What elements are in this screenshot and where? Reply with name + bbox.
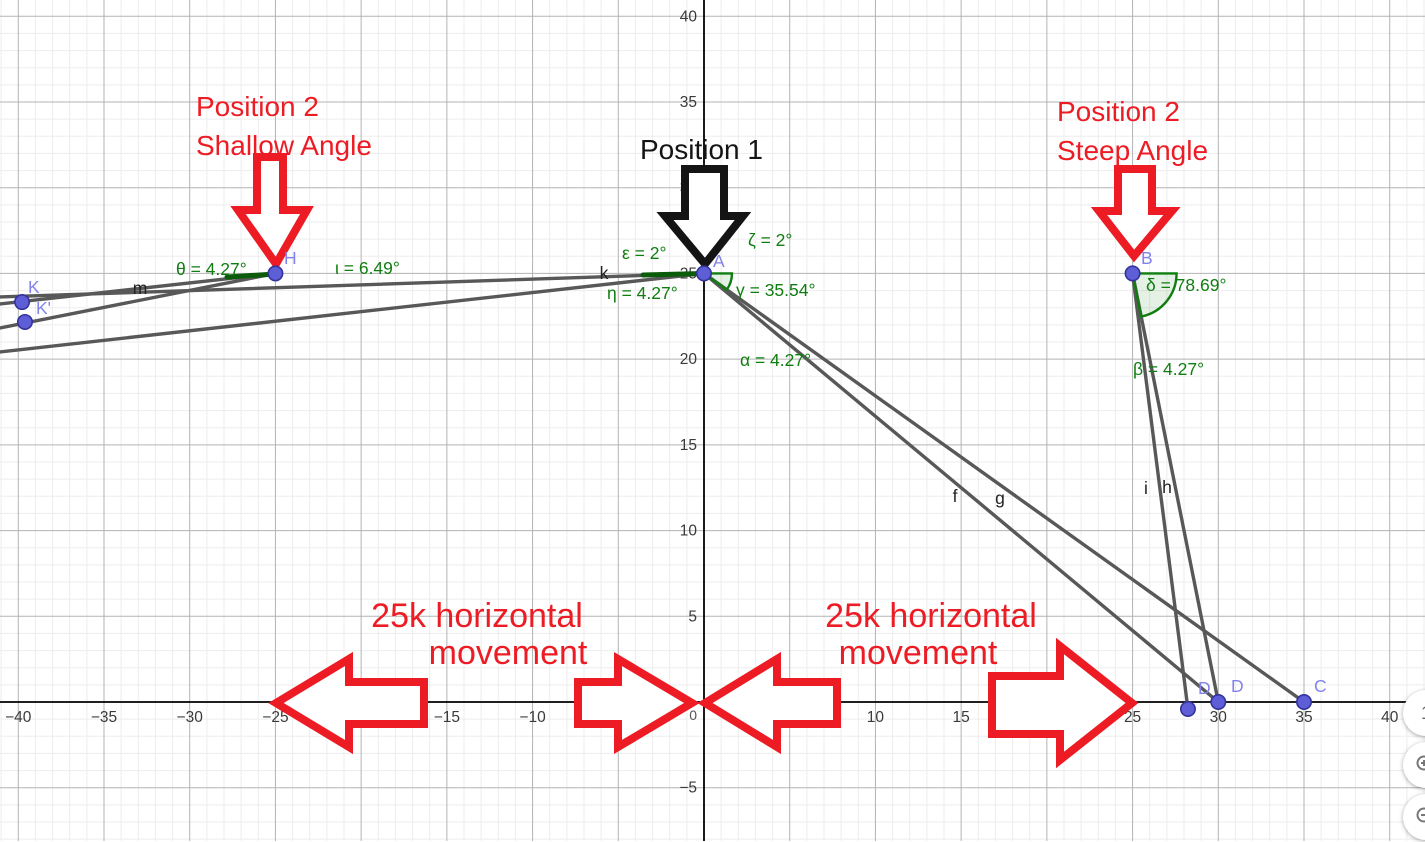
annotation-move-left-1: 25k horizontal — [371, 597, 583, 635]
down-arrow-steep — [1099, 169, 1172, 256]
x-tick-label: −40 — [5, 709, 32, 726]
zoom-out-icon — [1415, 806, 1425, 828]
angle-label-iota: ι = 6.49° — [335, 258, 400, 278]
standard-view-label: 1 — [1421, 703, 1425, 724]
line-label-f: f — [953, 486, 958, 506]
line-label-i: i — [1144, 478, 1148, 498]
point-B[interactable] — [1125, 266, 1139, 280]
line-label-h: h — [1162, 477, 1172, 497]
point-K2[interactable] — [18, 315, 32, 329]
right-arrow-to-origin — [578, 659, 692, 747]
annotation-move-right-1: 25k horizontal — [825, 597, 1037, 635]
origin-label: 0 — [689, 707, 697, 723]
point-label-A: A — [713, 251, 725, 271]
epsilon-mark[interactable] — [643, 274, 704, 276]
x-tick-label: 40 — [1381, 709, 1399, 726]
x-tick-label: −15 — [434, 709, 460, 726]
line-label-m: m — [133, 278, 148, 298]
x-tick-label: −10 — [519, 709, 546, 726]
point-label-C: C — [1314, 676, 1327, 696]
x-tick-label: 10 — [867, 709, 885, 726]
annotation-move-left-2: movement — [429, 634, 588, 672]
point-D[interactable] — [1211, 695, 1225, 709]
y-tick-label: 15 — [680, 437, 697, 454]
down-arrow-shallow — [238, 157, 307, 264]
line-label-g: g — [995, 488, 1005, 508]
point-label-K: K — [28, 277, 40, 297]
x-tick-label: 35 — [1295, 709, 1312, 726]
angle-label-epsilon: ε = 2° — [622, 243, 666, 263]
y-tick-label: −5 — [679, 780, 697, 797]
point-H[interactable] — [268, 266, 282, 280]
annotation-pos2-shallow-2: Shallow Angle — [196, 130, 372, 161]
zoom-in-icon — [1415, 754, 1425, 776]
segment-i[interactable] — [1133, 273, 1188, 709]
y-tick-label: 10 — [680, 523, 698, 540]
x-tick-label: 15 — [953, 709, 970, 726]
y-tick-label: 20 — [680, 351, 698, 368]
y-tick-label: 5 — [688, 608, 697, 625]
angle-label-beta: β = 4.27° — [1133, 359, 1204, 379]
point-label-H: H — [284, 248, 297, 268]
down-arrow-pos1 — [665, 169, 743, 264]
angle-label-zeta: ζ = 2° — [748, 230, 792, 250]
point-A[interactable] — [697, 266, 711, 280]
angle-label-alpha: α = 4.27° — [740, 350, 811, 370]
point-C[interactable] — [1297, 695, 1311, 709]
point-label-B: B — [1141, 248, 1153, 268]
point-label-D1: D — [1198, 678, 1211, 698]
x-tick-label: −30 — [177, 709, 204, 726]
x-tick-label: 30 — [1210, 709, 1228, 726]
angle-label-gamma: γ = 35.54° — [736, 280, 816, 300]
standard-view-button[interactable]: 1 — [1403, 690, 1425, 736]
line-label-k: k — [600, 263, 609, 283]
annotation-pos2-shallow-1: Position 2 — [196, 91, 319, 122]
left-arrow-from-origin — [705, 659, 837, 747]
point-K[interactable] — [15, 295, 29, 309]
point-label-D: D — [1231, 676, 1244, 696]
annotation-pos2-steep-2: Steep Angle — [1057, 135, 1208, 166]
point-label-K2: K' — [36, 298, 51, 318]
zoom-in-button[interactable] — [1403, 742, 1425, 788]
y-tick-label: 40 — [680, 8, 698, 25]
x-tick-label: −35 — [91, 709, 117, 726]
left-arrow-outer — [276, 659, 424, 747]
annotation-pos1: Position 1 — [640, 134, 763, 165]
angle-label-delta: δ = 78.69° — [1146, 275, 1226, 295]
y-tick-label: 35 — [680, 94, 697, 111]
annotation-move-right-2: movement — [839, 634, 998, 672]
zoom-out-button[interactable] — [1403, 794, 1425, 840]
view-controls: 1 — [1403, 690, 1425, 842]
angle-label-theta: θ = 4.27° — [176, 259, 247, 279]
point-D1[interactable] — [1181, 702, 1195, 716]
annotation-pos2-steep-1: Position 2 — [1057, 96, 1180, 127]
angle-label-eta: η = 4.27° — [607, 283, 678, 303]
